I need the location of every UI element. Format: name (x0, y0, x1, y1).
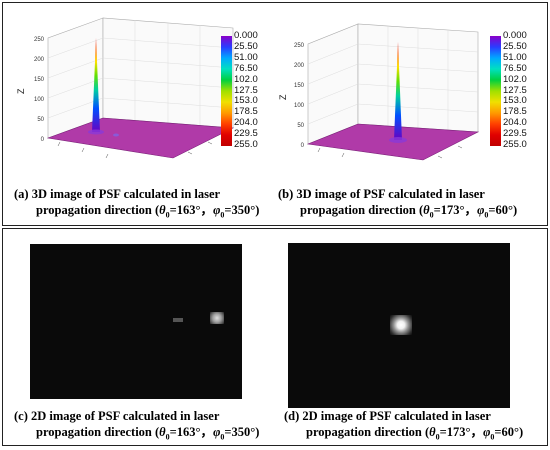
psf-secondary-bump (113, 133, 119, 137)
svg-text:100: 100 (294, 103, 305, 109)
svg-text:250: 250 (294, 43, 305, 49)
psf-2d-image-d (288, 243, 510, 408)
svg-text:250: 250 (34, 37, 45, 43)
svg-text:200: 200 (34, 57, 45, 63)
svg-text:100: 100 (34, 97, 45, 103)
caption-b: (b) 3D image of PSF calculated in laser … (278, 187, 518, 220)
psf-dim-spot (173, 318, 183, 322)
psf-bright-spot (210, 312, 224, 324)
floor-ticks (317, 145, 463, 159)
psf-3d-plot-b: 250 200 150 100 50 0 Z (278, 23, 480, 161)
colorbar-b (490, 36, 501, 146)
svg-text:0: 0 (301, 143, 305, 149)
z-axis-ticks: 250 200 150 100 50 0 (294, 43, 305, 149)
top-panel-frame (2, 2, 548, 226)
psf-peak-spike (92, 38, 100, 132)
svg-text:150: 150 (294, 83, 305, 89)
psf-peak-spike (394, 42, 402, 140)
bottom-panel-frame (2, 228, 548, 446)
caption-d: (d) 2D image of PSF calculated in laser … (284, 409, 524, 442)
z-axis-ticks: 250 200 150 100 50 0 (34, 37, 45, 143)
psf-2d-image-c (30, 244, 242, 399)
svg-text:150: 150 (34, 77, 45, 83)
floor-ticks (57, 141, 213, 159)
psf-3d-plot-a: 250 200 150 100 50 0 Z (16, 17, 235, 159)
svg-text:0: 0 (41, 137, 45, 143)
z-axis-label: Z (16, 88, 26, 94)
colorbar-labels-a: 0.000 25.50 51.00 76.50 102.0 127.5 153.0 178… (234, 30, 258, 151)
colorbar-labels-b: 0.000 25.50 51.00 76.50 102.0 127.5 153.0 178… (503, 30, 527, 151)
caption-a: (a) 3D image of PSF calculated in laser … (14, 187, 260, 220)
svg-text:50: 50 (37, 117, 44, 123)
psf-bright-spot (390, 315, 412, 335)
svg-text:50: 50 (297, 123, 304, 129)
svg-text:200: 200 (294, 63, 305, 69)
caption-c: (c) 2D image of PSF calculated in laser … (14, 409, 260, 442)
colorbar-a (221, 36, 232, 146)
z-axis-label: Z (278, 94, 288, 100)
grid-lines (307, 26, 479, 130)
grid-lines (47, 20, 234, 125)
